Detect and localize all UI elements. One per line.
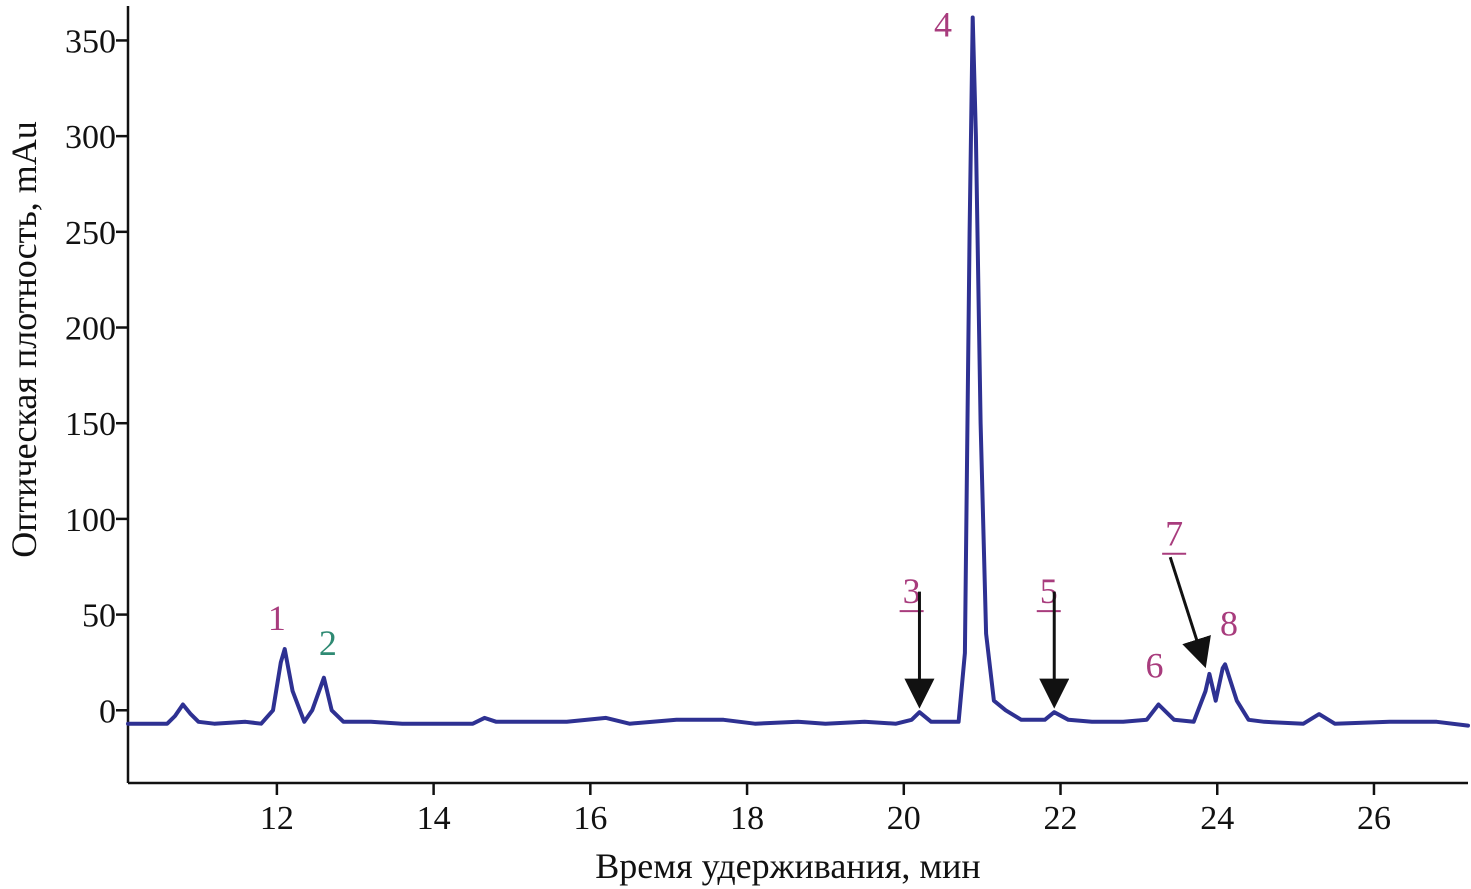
peak-label-4: 4 xyxy=(934,5,952,45)
x-ticks: 12 14 16 18 20 22 24 26 xyxy=(260,783,1391,837)
x-tick-label: 12 xyxy=(260,800,294,837)
y-axis-title: Оптическая плотность, mAu xyxy=(4,121,44,557)
y-tick-label: 100 xyxy=(65,502,116,539)
peak-label-7: 7 xyxy=(1165,514,1183,554)
peak-label-6: 6 xyxy=(1146,646,1164,686)
y-tick-label: 350 xyxy=(65,23,116,60)
x-tick-label: 18 xyxy=(730,800,764,837)
x-axis-title: Время удерживания, мин xyxy=(595,846,980,886)
chromatogram-trace xyxy=(126,15,1470,728)
y-tick-label: 200 xyxy=(65,311,116,348)
y-tick-label: 300 xyxy=(65,119,116,156)
x-tick-label: 26 xyxy=(1357,800,1391,837)
y-tick-label: 0 xyxy=(99,693,116,730)
axes xyxy=(126,6,1468,785)
x-tick-label: 22 xyxy=(1044,800,1078,837)
y-tick-label: 150 xyxy=(65,406,116,443)
peak-label-8: 8 xyxy=(1220,604,1238,644)
y-ticks: 0 50 100 150 200 250 300 350 xyxy=(65,23,128,730)
peak-label-3: 3 xyxy=(903,571,921,611)
y-tick-label: 50 xyxy=(82,598,116,635)
peak-arrow-7 xyxy=(1168,556,1211,669)
x-tick-label: 14 xyxy=(417,800,451,837)
peak-label-1: 1 xyxy=(268,598,286,638)
y-tick-label: 250 xyxy=(65,215,116,252)
x-tick-label: 16 xyxy=(573,800,607,837)
peak-label-2: 2 xyxy=(319,623,337,663)
x-tick-label: 20 xyxy=(887,800,921,837)
x-tick-label: 24 xyxy=(1200,800,1234,837)
